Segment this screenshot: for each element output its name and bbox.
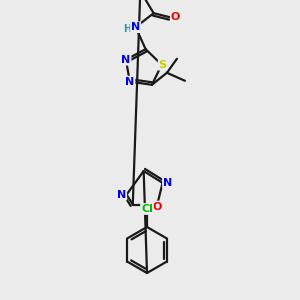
Text: H: H [124,24,132,34]
Text: N: N [121,55,130,65]
Text: N: N [131,22,140,32]
Text: Cl: Cl [141,204,153,214]
Text: O: O [152,202,162,212]
Text: N: N [125,77,134,87]
Text: N: N [117,190,126,200]
Text: O: O [171,12,180,22]
Text: S: S [159,60,167,70]
Text: N: N [163,178,172,188]
